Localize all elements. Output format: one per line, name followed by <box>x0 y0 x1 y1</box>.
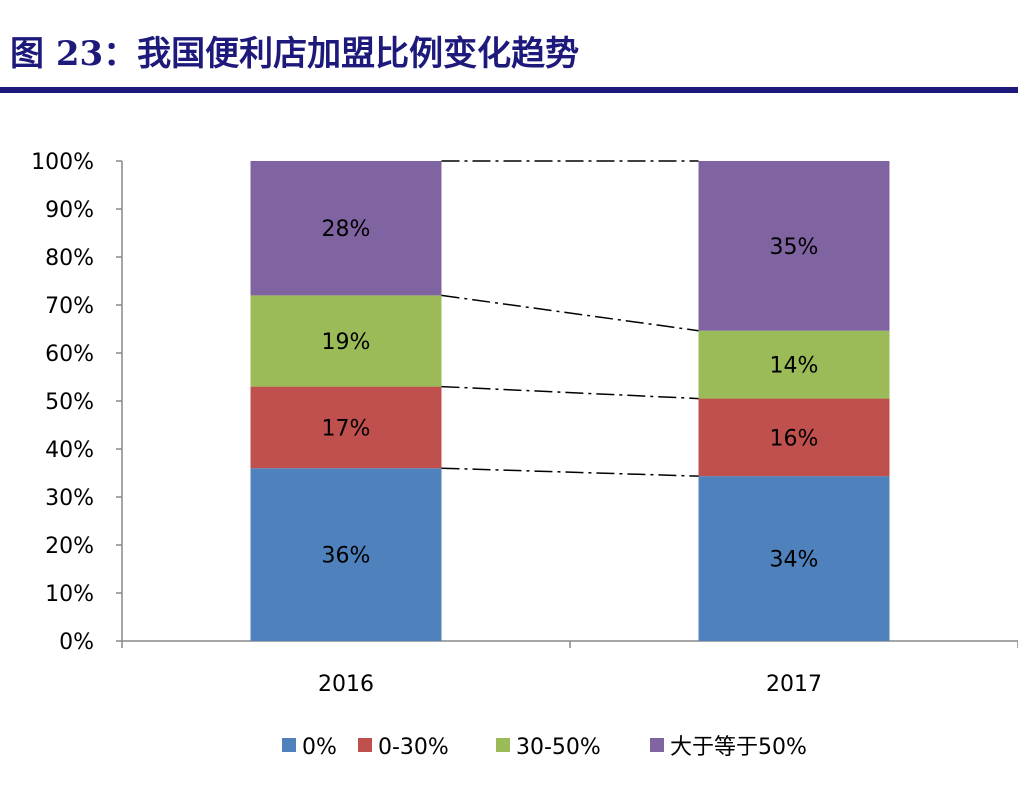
bar-segment <box>698 330 890 399</box>
y-tick-label: 80% <box>45 246 94 271</box>
legend-swatch <box>496 738 510 752</box>
connector-line <box>441 294 699 332</box>
connector-line <box>441 385 699 400</box>
data-label: 34% <box>770 548 819 573</box>
title-rule <box>0 87 1018 93</box>
bar-segment <box>698 398 890 477</box>
figure-title: 图 23：我国便利店加盟比例变化趋势 <box>10 34 580 74</box>
y-tick-label: 60% <box>45 342 94 367</box>
y-tick-label: 100% <box>31 150 94 175</box>
legend-swatch <box>282 738 296 752</box>
x-tick-label: 2016 <box>318 672 374 697</box>
y-tick-label: 40% <box>45 438 94 463</box>
y-tick-label: 50% <box>45 390 94 415</box>
legend-label: 0% <box>302 735 337 760</box>
data-label: 19% <box>322 330 371 355</box>
data-label: 28% <box>322 217 371 242</box>
data-label: 14% <box>770 354 819 379</box>
data-label: 36% <box>322 544 371 569</box>
y-tick-label: 10% <box>45 582 94 607</box>
y-tick-label: 30% <box>45 486 94 511</box>
data-label: 35% <box>770 235 819 260</box>
legend-label: 30-50% <box>516 735 601 760</box>
x-tick-label: 2017 <box>766 672 822 697</box>
bar-segment <box>250 386 442 469</box>
data-label: 16% <box>770 426 819 451</box>
legend-swatch <box>358 738 372 752</box>
bar-segment <box>698 161 890 331</box>
bar-segment <box>250 295 442 387</box>
y-tick-label: 20% <box>45 534 94 559</box>
connector-line <box>441 467 699 477</box>
y-tick-label: 90% <box>45 198 94 223</box>
bar-segment <box>698 476 890 641</box>
bar-segment <box>250 468 442 641</box>
legend-swatch <box>650 738 664 752</box>
y-tick-label: 0% <box>59 630 94 655</box>
y-tick-label: 70% <box>45 294 94 319</box>
legend-label: 0-30% <box>378 735 449 760</box>
legend-label: 大于等于50% <box>670 735 807 760</box>
data-label: 17% <box>322 416 371 441</box>
bar-segment <box>250 161 442 296</box>
